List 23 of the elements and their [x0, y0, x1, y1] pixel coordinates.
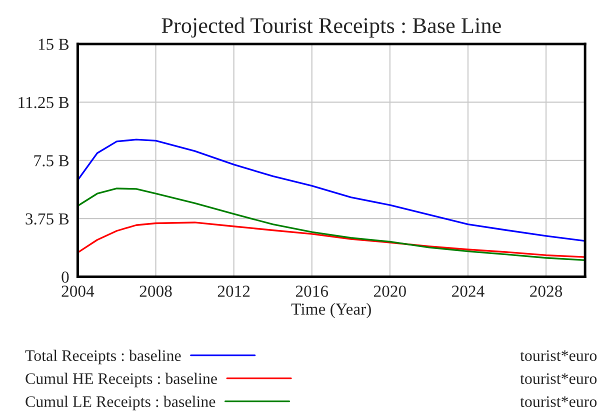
y-tick-label: 7.5 B: [34, 155, 69, 166]
y-tick-label: 11.25 B: [18, 96, 69, 108]
y-tick-label: 15 B: [38, 38, 69, 50]
line-series: [78, 222, 586, 258]
x-axis-title: Time (Year): [291, 303, 371, 318]
text: tourist*euro: [520, 396, 597, 407]
x-tick-label: 2016: [296, 286, 328, 297]
x-tick-label: 2012: [218, 286, 250, 297]
x-tick-label: 2008: [140, 286, 172, 297]
legend-label: Cumul LE Receipts : baseline: [26, 396, 216, 410]
text: tourist*euro: [520, 373, 597, 384]
legend-label: Cumul HE Receipts : baseline: [26, 372, 217, 388]
x-tick-label: 2028: [530, 286, 562, 297]
legend-label: Total Receipts : baseline: [25, 350, 181, 364]
y-tick-label: 0: [62, 272, 69, 283]
x-tick-label: 2004: [62, 286, 94, 297]
chart-title: Projected Tourist Receipts : Base Line: [162, 17, 501, 38]
text: tourist*euro: [520, 350, 597, 361]
x-tick-label: 2020: [374, 286, 406, 297]
x-tick-label: 2024: [452, 286, 484, 297]
line-series: [78, 138, 586, 242]
line-series: [78, 188, 586, 262]
y-tick-label: 3.75 B: [26, 213, 69, 225]
